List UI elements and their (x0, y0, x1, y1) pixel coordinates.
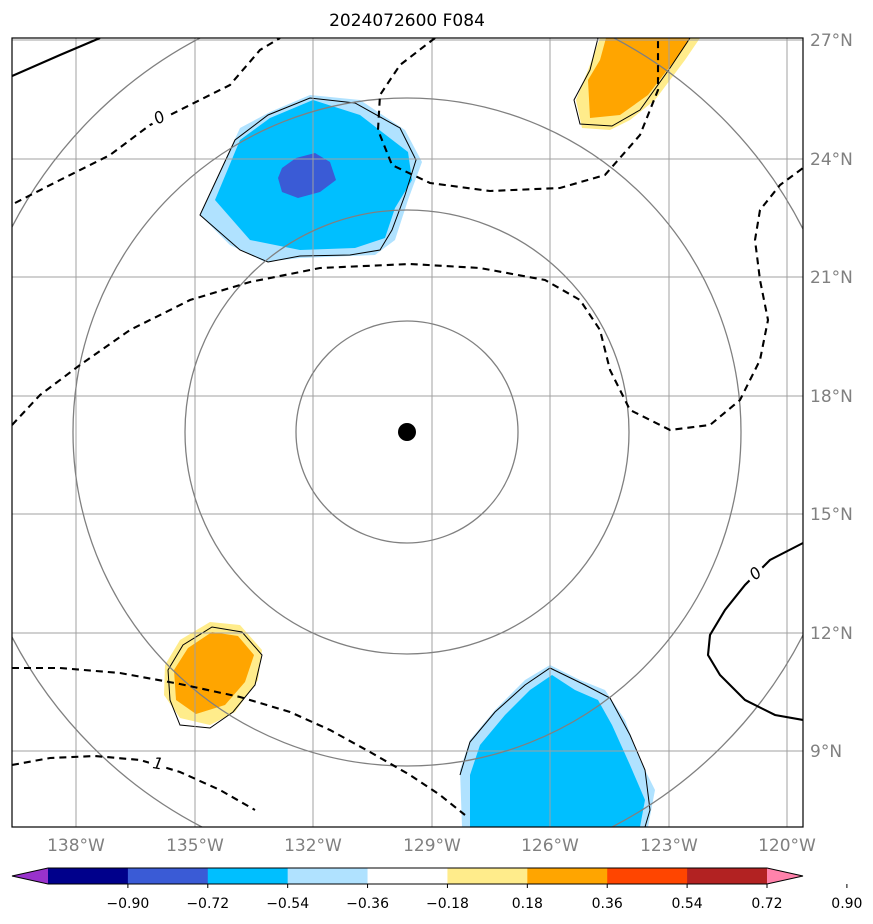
colorbar-tick-label: 0.72 (751, 896, 782, 912)
negative-outline-south (459, 667, 651, 827)
dashed-contour-south (12, 666, 466, 816)
latitude-labels: 27°N 24°N 21°N 18°N 15°N 12°N 9°N (810, 31, 853, 762)
lon-label-120w: 120°W (758, 836, 816, 856)
lat-label-21n: 21°N (810, 268, 853, 288)
strong-negative-core-north (278, 153, 336, 198)
colorbar-cell (367, 868, 448, 884)
colorbar-tick-label: −0.72 (186, 896, 229, 912)
lat-label-15n: 15°N (810, 505, 853, 525)
colorbar-tick-label: −0.54 (266, 896, 309, 912)
colorbar-outline (11, 867, 804, 885)
lat-label-18n: 18°N (810, 387, 853, 407)
colorbar-cells (12, 868, 803, 884)
colorbar-cell (207, 868, 289, 884)
contour-labels: 0 0 1 (146, 104, 768, 774)
negative-outline-north (199, 97, 417, 263)
colorbar-tick-label: 0.90 (831, 896, 862, 912)
storm-center-marker (398, 423, 416, 441)
positive-anomaly-core-northeast (588, 38, 690, 118)
contour-label-southwest: 1 (151, 753, 164, 773)
lat-lon-grid (12, 38, 803, 827)
dashed-contour-southwest (12, 754, 256, 811)
colorbar-ticks: −0.90 −0.72 −0.54 −0.36 −0.18 0.18 0.36 0.54 0.7… (106, 884, 862, 912)
dashed-contour-central (12, 167, 803, 432)
lon-label-132w: 132°W (284, 836, 342, 856)
lon-label-138w: 138°W (47, 836, 105, 856)
colorbar-cell (687, 868, 768, 884)
solid-contour-northwest (12, 38, 101, 77)
lon-label-129w: 129°W (403, 836, 461, 856)
colorbar-cell (48, 868, 129, 884)
colorbar-extend-high (767, 868, 803, 884)
lat-label-24n: 24°N (810, 150, 853, 170)
map-title: 2024072600 F084 (329, 11, 485, 31)
lat-label-27n: 27°N (810, 31, 853, 51)
colorbar-tick-label: −0.36 (346, 896, 389, 912)
dashed-contour-north-loop (376, 38, 660, 193)
colorbar-tick-label: 0.18 (512, 896, 543, 912)
colorbar-cell (607, 868, 688, 884)
shaded-anomalies (164, 38, 700, 827)
range-rings (12, 38, 803, 827)
lat-label-12n: 12°N (810, 624, 853, 644)
colorbar-tick-label: −0.90 (106, 896, 149, 912)
lat-label-9n: 9°N (810, 742, 842, 762)
colorbar-cell (287, 868, 369, 884)
positive-outline-northeast (573, 38, 691, 127)
colorbar-tick-label: 0.54 (672, 896, 703, 912)
positive-anomaly-core-southwest (174, 632, 254, 714)
plot-frame (11, 37, 804, 828)
lon-label-135w: 135°W (166, 836, 224, 856)
lon-label-123w: 123°W (640, 836, 698, 856)
map-plot-area (12, 38, 803, 827)
colorbar-extend-low (12, 868, 48, 884)
colorbar-cell (127, 868, 209, 884)
colorbar: −0.90 −0.72 −0.54 −0.36 −0.18 0.18 0.36 0.54 0.7… (11, 867, 862, 912)
colorbar-tick-label: 0.36 (592, 896, 623, 912)
colorbar-cell (527, 868, 608, 884)
lon-label-126w: 126°W (521, 836, 579, 856)
longitude-labels: 138°W 135°W 132°W 129°W 126°W 123°W 120°… (47, 836, 816, 856)
colorbar-tick-label: −0.18 (426, 896, 469, 912)
colorbar-cell (447, 868, 528, 884)
